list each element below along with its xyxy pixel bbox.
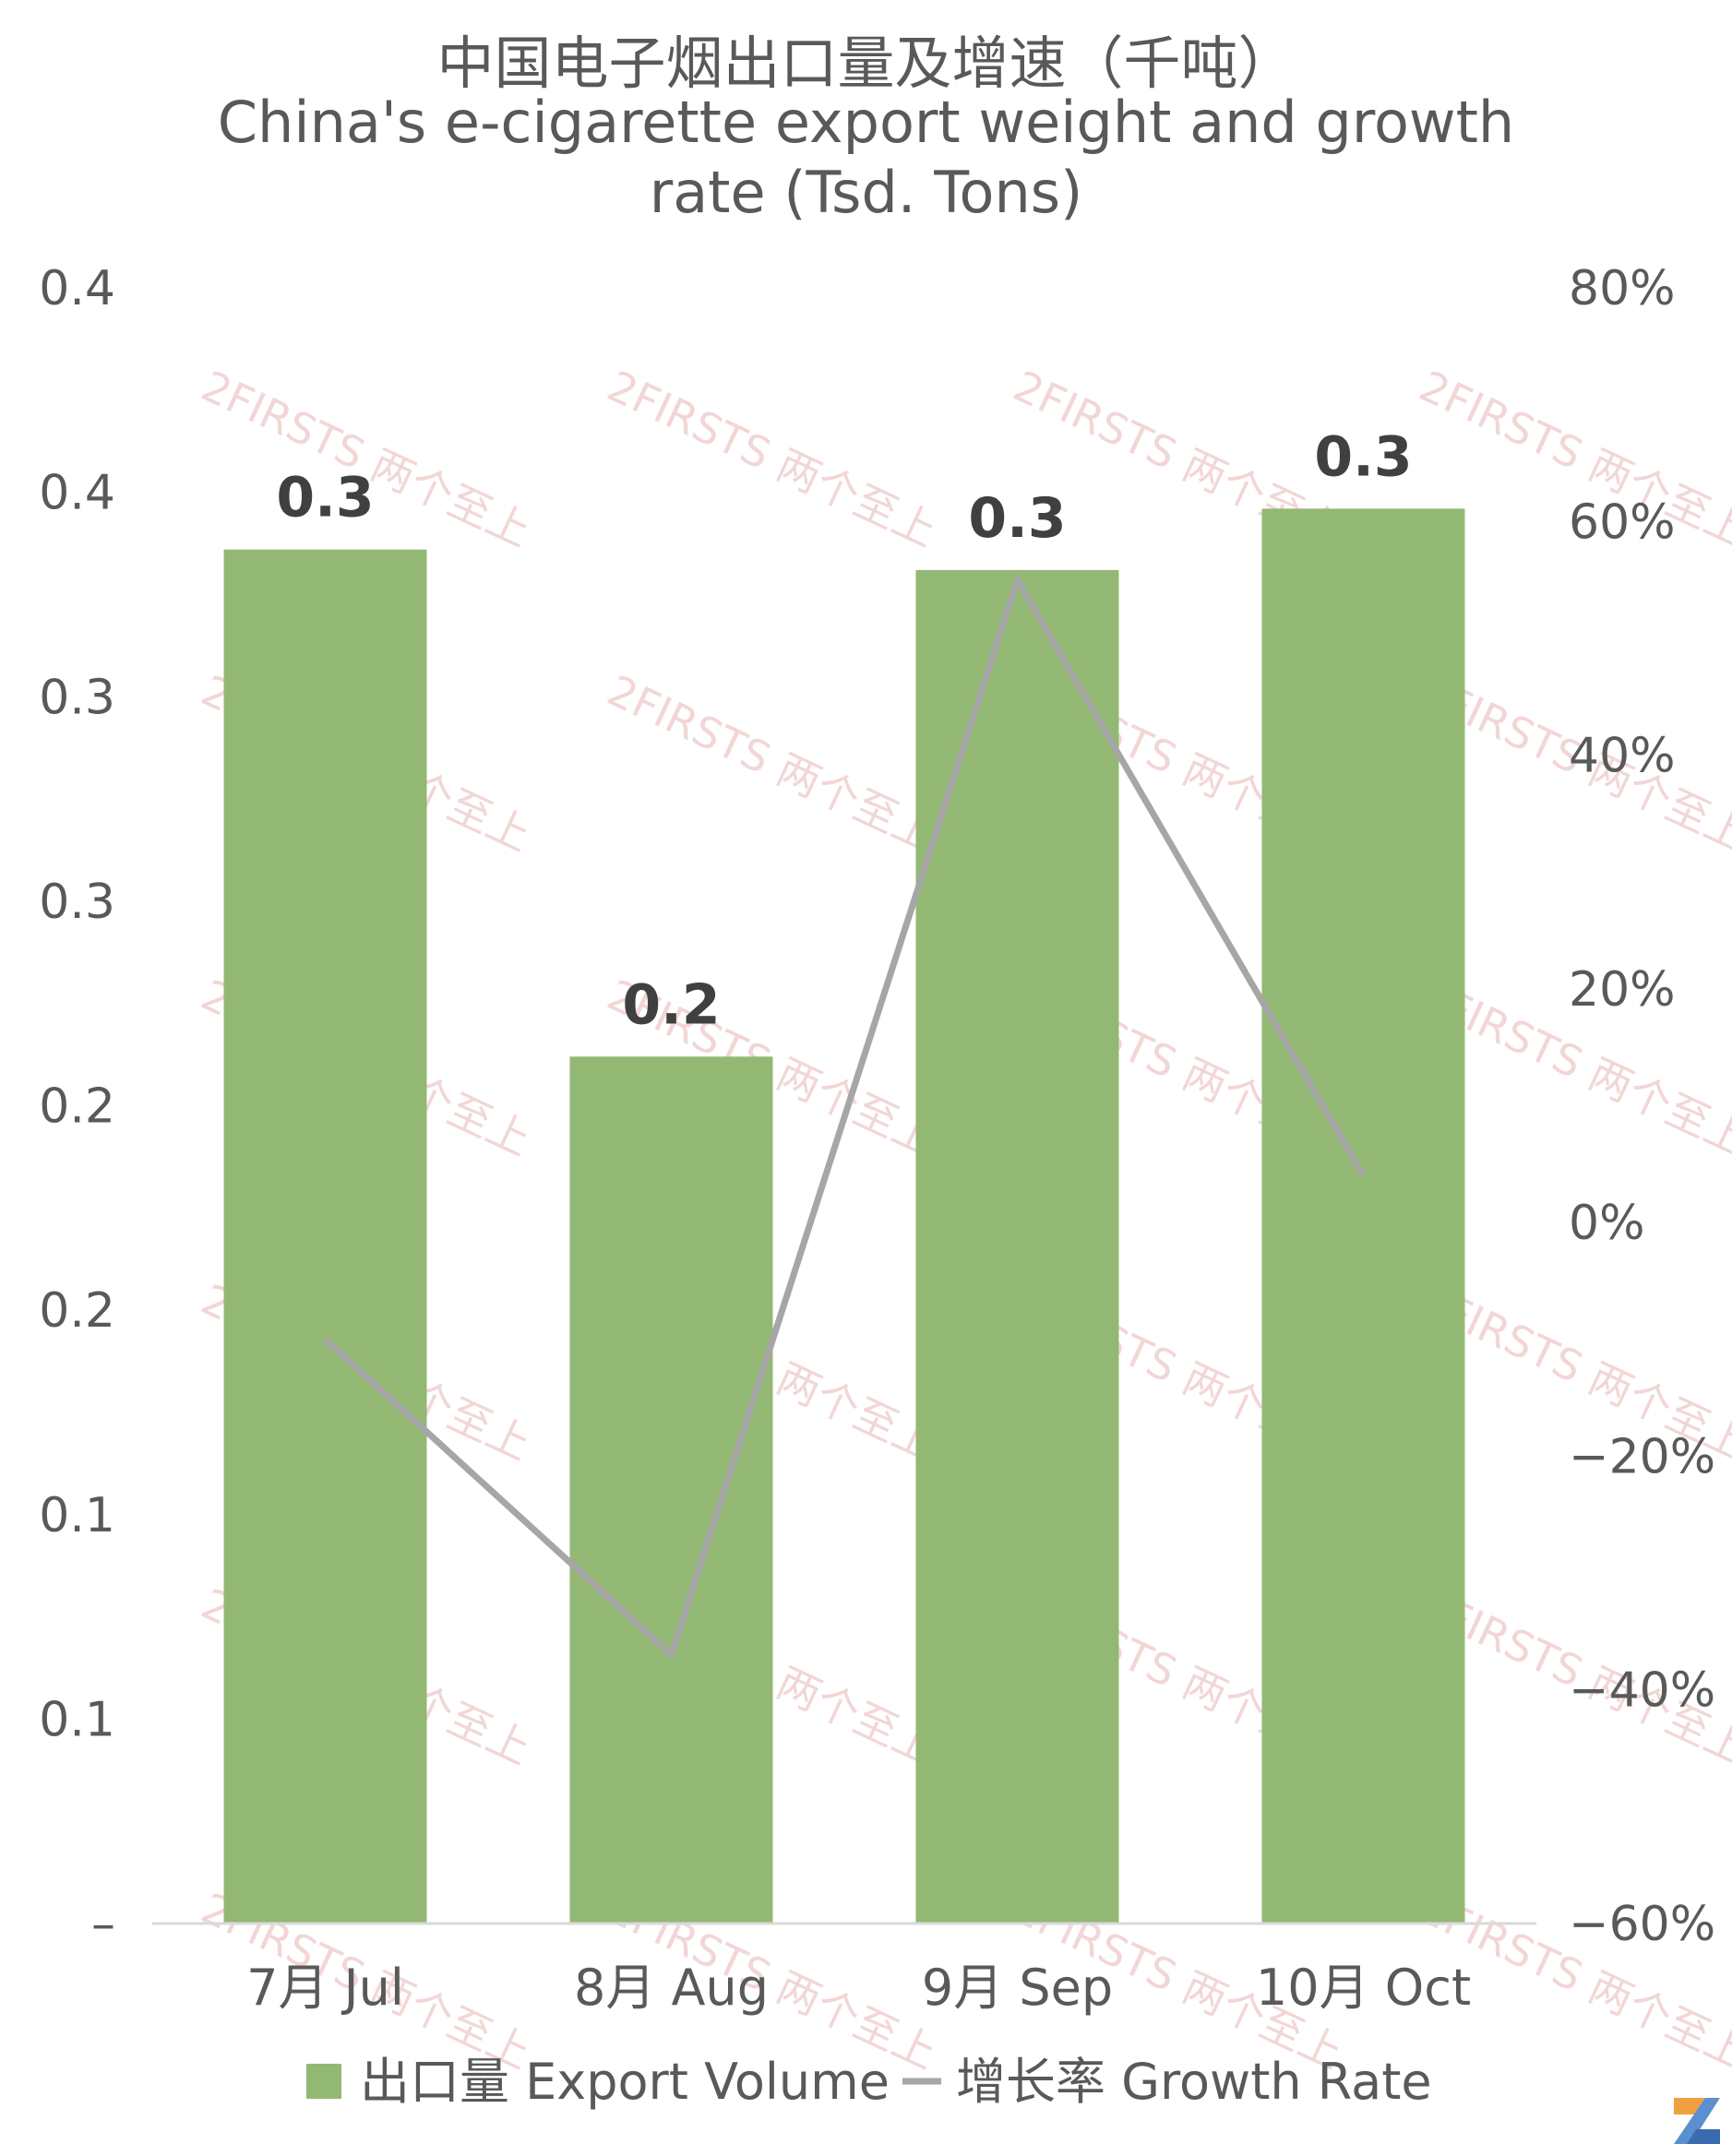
y-right-tick-label: 20% bbox=[1569, 962, 1676, 1018]
axes-layer: – 0.1 0.1 0.2 0.2 0.3 0.3 0.4 0.4 −60% −40% −20% 0% 2… bbox=[39, 261, 1715, 2017]
chart-title-chinese: 中国电子烟出口量及增速（千吨） bbox=[436, 30, 1296, 97]
y-right-tick-label: −40% bbox=[1569, 1663, 1715, 1719]
data-label-2: 0.2 bbox=[622, 972, 720, 1037]
y-right-tick-label: −60% bbox=[1569, 1897, 1715, 1952]
y-right-tick-label: 0% bbox=[1569, 1196, 1645, 1251]
growth-rate-point-3 bbox=[1017, 579, 1018, 581]
line-layer bbox=[323, 572, 1367, 1661]
y-right-tick-label: 40% bbox=[1569, 729, 1676, 784]
x-tick-label: 7月 Jul bbox=[246, 1959, 404, 2017]
data-label-1: 0.3 bbox=[276, 466, 374, 530]
legend: 出口量 Export Volume 增长率 Growth Rate bbox=[306, 2053, 1432, 2111]
y-left-tick-label: 0.1 bbox=[39, 1692, 115, 1747]
watermark-text: 2FIRSTS 两个至上 bbox=[600, 665, 944, 861]
x-tick-label: 9月 Sep bbox=[922, 1959, 1113, 2017]
growth-rate-point-4 bbox=[1363, 1174, 1364, 1176]
growth-rate-line bbox=[323, 572, 1367, 1661]
y-left-tick-label: 0.4 bbox=[39, 261, 115, 316]
data-label-3: 0.3 bbox=[968, 486, 1066, 551]
watermark-text: 2FIRSTS 两个至上 bbox=[600, 361, 944, 556]
chart-title-english-line-2: rate (Tsd. Tons) bbox=[649, 159, 1083, 226]
legend-label-export-volume: 出口量 Export Volume bbox=[360, 2053, 890, 2111]
data-labels-layer: 0.3 0.2 0.3 0.3 bbox=[276, 424, 1412, 1037]
chart-title-english-line-1: China's e-cigarette export weight and gr… bbox=[217, 89, 1515, 156]
growth-rate-point-2 bbox=[671, 1654, 672, 1656]
y-right-tick-label: 80% bbox=[1569, 261, 1676, 316]
growth-rate-point-1 bbox=[325, 1339, 326, 1340]
bars-layer bbox=[223, 508, 1465, 1924]
y-left-tick-label: 0.1 bbox=[39, 1488, 115, 1543]
legend-label-growth-rate: 增长率 Growth Rate bbox=[956, 2053, 1432, 2111]
brand-logo-icon bbox=[1674, 2098, 1720, 2144]
y-left-tick-label: – bbox=[91, 1897, 115, 1952]
x-tick-label: 8月 Aug bbox=[574, 1959, 769, 2017]
bar-3 bbox=[915, 569, 1119, 1924]
x-tick-label: 10月 Oct bbox=[1256, 1959, 1471, 2017]
y-right-tick-label: −20% bbox=[1569, 1429, 1715, 1484]
y-right-tick-label: 60% bbox=[1569, 494, 1676, 550]
bar-4 bbox=[1261, 508, 1465, 1924]
y-left-tick-label: 0.3 bbox=[39, 670, 115, 725]
y-left-tick-label: 0.4 bbox=[39, 466, 115, 521]
legend-bar-swatch bbox=[306, 2064, 341, 2099]
y-left-tick-label: 0.3 bbox=[39, 875, 115, 930]
y-left-tick-label: 0.2 bbox=[39, 1283, 115, 1339]
y-left-tick-label: 0.2 bbox=[39, 1079, 115, 1135]
data-label-4: 0.3 bbox=[1314, 424, 1412, 489]
bar-1 bbox=[223, 549, 427, 1924]
bar-2 bbox=[569, 1056, 773, 1924]
